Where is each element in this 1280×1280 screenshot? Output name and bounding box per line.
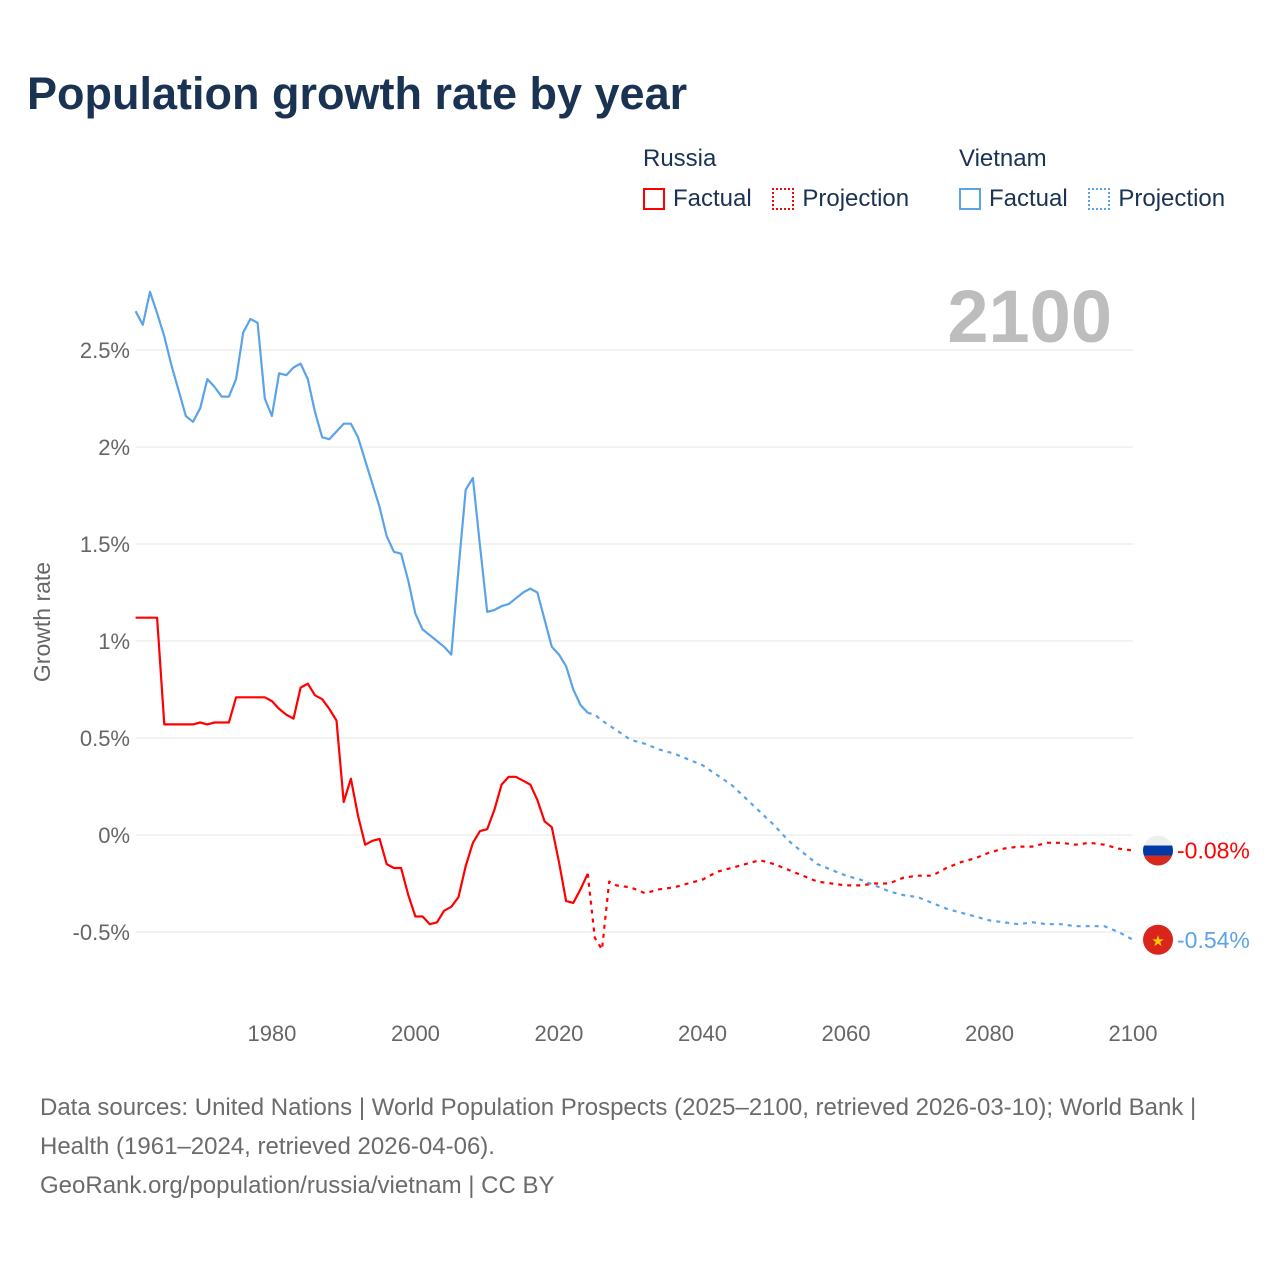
star-icon: ★: [1151, 933, 1164, 950]
russia-flag-icon: [1143, 835, 1173, 866]
vietnam-projection-line: [587, 711, 1134, 941]
x-tick-label: 2040: [678, 1021, 727, 1046]
year-indicator: 2100: [947, 275, 1112, 358]
x-tick-label: 2060: [822, 1021, 871, 1046]
x-tick-label: 2100: [1109, 1021, 1158, 1046]
flag-stripe-red: [1143, 855, 1173, 866]
vietnam-flag-icon: [1143, 924, 1173, 955]
x-tick-label: 2000: [391, 1021, 440, 1046]
dotted-swatch-icon: [1088, 188, 1111, 210]
y-tick-label: 2.5%: [80, 338, 130, 363]
y-tick-label: 0%: [98, 823, 130, 848]
y-tick-label: -0.5%: [73, 920, 130, 945]
solid-swatch-icon: [643, 188, 665, 210]
chart-title: Population growth rate by year: [27, 68, 688, 119]
y-tick-label: 1.5%: [80, 532, 130, 557]
footer: Data sources: United Nations | World Pop…: [40, 1088, 1240, 1205]
legend-russia-projection[interactable]: Projection: [772, 185, 909, 213]
y-tick-label: 2%: [98, 435, 130, 460]
data-sources: Data sources: United Nations | World Pop…: [40, 1094, 1197, 1160]
legend-label: Factual: [673, 185, 752, 212]
legend-label: Projection: [1118, 185, 1226, 212]
vietnam-factual-line: [134, 290, 589, 714]
x-tick-label: 2080: [965, 1021, 1014, 1046]
russia-end-label: -0.08%: [1177, 838, 1250, 864]
y-tick-label: 0.5%: [80, 726, 130, 751]
legend-russia: Russia Factual Projection: [643, 145, 923, 217]
legend-vietnam: Vietnam Factual Projection: [959, 145, 1239, 217]
y-tick-label: 1%: [98, 629, 130, 654]
credit-link[interactable]: GeoRank.org/population/russia/vietnam | …: [40, 1172, 555, 1199]
vietnam-end-label: -0.54%: [1177, 927, 1250, 953]
x-tick-label: 2020: [534, 1021, 583, 1046]
chart-area: -0.5% 0% 0.5% 1% 1.5% 2% 2.5% 1980 2000 2020 2040 2…: [29, 275, 1250, 1046]
legend-label: Projection: [802, 185, 910, 212]
dotted-swatch-icon: [772, 188, 795, 210]
legend-russia-factual[interactable]: Factual: [643, 185, 752, 213]
legend-group-name: Russia: [643, 145, 717, 172]
solid-swatch-icon: [959, 188, 981, 210]
flag-stripe-blue: [1143, 845, 1173, 856]
flag-stripe-white: [1143, 835, 1173, 846]
y-axis-label: Growth rate: [29, 562, 55, 682]
russia-projection-line: [586, 841, 1134, 951]
x-tick-label: 1980: [247, 1021, 296, 1046]
legend-group-name: Vietnam: [959, 145, 1047, 172]
legend-label: Factual: [989, 185, 1068, 212]
legend-vietnam-projection[interactable]: Projection: [1088, 185, 1225, 213]
legend-vietnam-factual[interactable]: Factual: [959, 185, 1068, 213]
russia-factual-line: [135, 616, 589, 926]
